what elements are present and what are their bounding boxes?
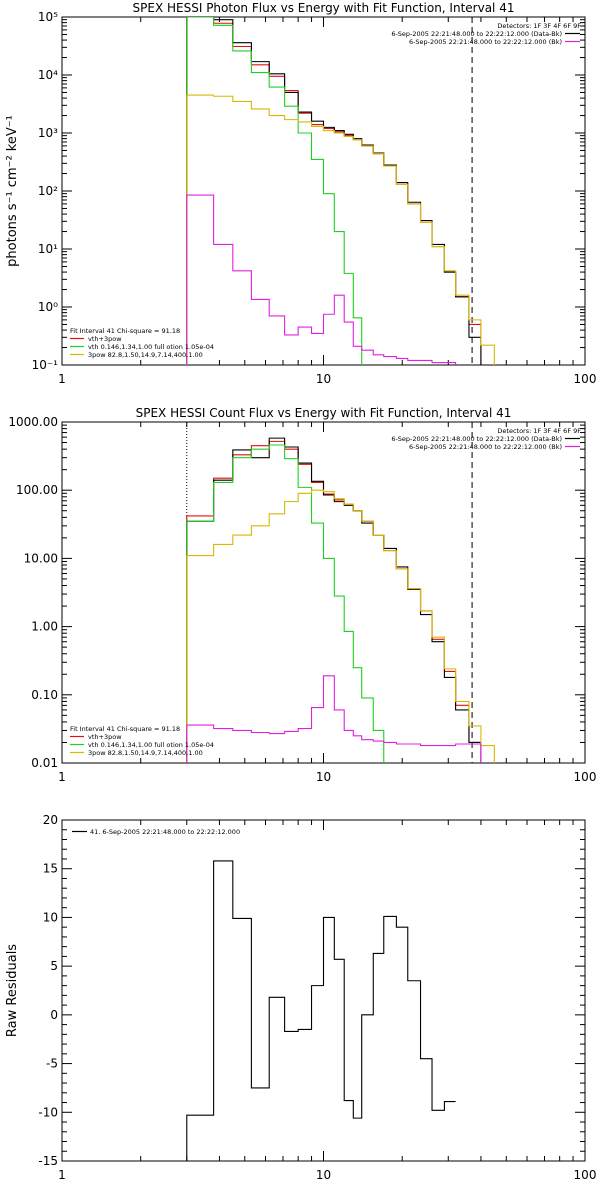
legend-top: Detectors: 1F 3F 4F 6F 9F6-Sep-2005 22:2…: [391, 427, 581, 451]
legend-entry: vth+3pow: [88, 733, 122, 741]
y-tick-label: 10³: [38, 126, 58, 140]
plot-frame: [61, 819, 586, 1162]
legend-top: Detectors: 1F 3F 4F 6F 9F6-Sep-2005 22:2…: [391, 22, 581, 46]
y-tick-label: 20: [43, 813, 58, 827]
chart-panel-1: SPEX HESSI Photon Flux vs Energy with Fi…: [5, 1, 596, 386]
x-tick-label: 100: [574, 1168, 597, 1182]
legend-entry: vth 0.146,1.34,1.00 full otion 1.05e-04: [88, 343, 214, 351]
chart-title: SPEX HESSI Photon Flux vs Energy with Fi…: [133, 1, 515, 15]
y-tick-label: -10: [38, 1105, 58, 1119]
y-tick-label: 10.00: [24, 551, 58, 565]
legend-entry: vth 0.146,1.34,1.00 full otion 1.05e-04: [88, 741, 214, 749]
legend-entry: 6-Sep-2005 22:21:48.000 to 22:22:12.000 …: [391, 435, 562, 443]
y-tick-label: 0.01: [31, 756, 58, 770]
y-tick-label: 10: [43, 910, 58, 924]
series-line-3pow: [186, 94, 495, 365]
legend-bottom: Fit Interval 41 Chi-square = 91.18vth+3p…: [70, 327, 214, 359]
x-tick-label: 1: [58, 770, 66, 784]
chart-panel-3: 1 10 100 -15 -10 -5 0 5 10 15 20 Raw Residuals 41. 6…: [5, 813, 596, 1182]
y-tick-label: 0.10: [31, 688, 58, 702]
y-axis-label: Raw Residuals: [5, 944, 20, 1037]
legend-detectors: Detectors: 1F 3F 4F 6F 9F: [497, 427, 581, 435]
series-line-41-6-sep-2005-22-21-48-000-to-22-22-12-000: [186, 860, 456, 1161]
y-tick-label: 10⁰: [38, 300, 58, 314]
series-line-vth: [186, 444, 385, 763]
legend-entry: 6-Sep-2005 22:21:48.000 to 22:22:12.000 …: [409, 38, 562, 46]
legend-top: 41. 6-Sep-2005 22:21:48.000 to 22:22:12.…: [72, 828, 240, 836]
y-tick-label: 1.00: [31, 620, 58, 634]
series-line-vth: [186, 17, 363, 365]
y-tick-label: 10⁻¹: [32, 358, 59, 372]
x-tick-label: 100: [574, 372, 597, 386]
x-tick-label: 10: [316, 770, 331, 784]
y-tick-label: 5: [50, 959, 58, 973]
plot-area: [186, 17, 495, 365]
legend-detectors: Detectors: 1F 3F 4F 6F 9F: [497, 22, 581, 30]
y-tick-label: 10¹: [38, 242, 58, 256]
y-tick-label: 10⁵: [38, 10, 58, 24]
legend-entry: 6-Sep-2005 22:21:48.000 to 22:22:12.000 …: [409, 443, 562, 451]
x-tick-label: 100: [574, 770, 597, 784]
x-tick-label: 10: [316, 372, 331, 386]
series-line-bk: [186, 675, 482, 763]
y-tick-label: 100.00: [16, 483, 58, 497]
chart-panel-2: SPEX HESSI Count Flux vs Energy with Fit…: [8, 406, 596, 784]
x-tick-label: 1: [58, 372, 66, 386]
y-tick-label: 0: [50, 1008, 58, 1022]
y-tick-label: 15: [43, 862, 58, 876]
y-tick-label: 1000.00: [8, 415, 58, 429]
y-tick-label: 10²: [38, 184, 58, 198]
series-line-vth-3pow: [186, 440, 482, 763]
y-tick-label: -15: [38, 1154, 58, 1168]
series-line-3pow: [186, 489, 495, 763]
legend-entry: 3pow 82.8,1.50,14.9,7.14,400,1.00: [88, 351, 203, 359]
plot-area: [186, 860, 456, 1161]
legend-entry: 3pow 82.8,1.50,14.9,7.14,400,1.00: [88, 749, 203, 757]
plot-area: [186, 422, 495, 763]
y-tick-label: 10⁴: [38, 68, 58, 82]
legend-entry: vth+3pow: [88, 335, 122, 343]
plot-frame: [61, 421, 586, 764]
y-tick-label: -5: [46, 1057, 58, 1071]
legend-bottom: Fit Interval 41 Chi-square = 91.18vth+3p…: [70, 725, 214, 757]
legend-fit-header: Fit Interval 41 Chi-square = 91.18: [70, 725, 180, 733]
series-line-data-bk: [186, 437, 482, 763]
legend-fit-header: Fit Interval 41 Chi-square = 91.18: [70, 327, 180, 335]
y-axis-label: photons s⁻¹ cm⁻² keV⁻¹: [5, 115, 20, 267]
legend-entry: 41. 6-Sep-2005 22:21:48.000 to 22:22:12.…: [90, 828, 240, 836]
legend-entry: 6-Sep-2005 22:21:48.000 to 22:22:12.000 …: [391, 30, 562, 38]
chart-title: SPEX HESSI Count Flux vs Energy with Fit…: [136, 406, 512, 420]
x-tick-label: 10: [316, 1168, 331, 1182]
x-tick-label: 1: [58, 1168, 66, 1182]
series-line-bk: [186, 194, 457, 365]
